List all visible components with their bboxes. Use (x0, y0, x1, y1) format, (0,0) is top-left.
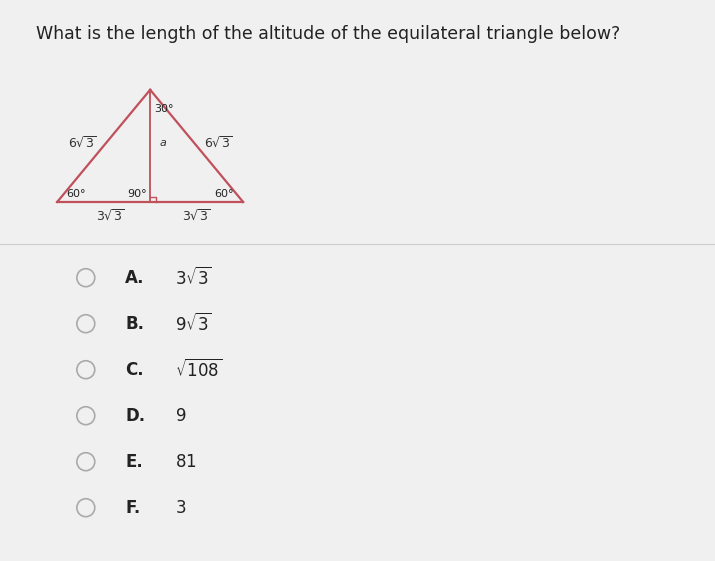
Text: $3\sqrt{3}$: $3\sqrt{3}$ (97, 208, 125, 224)
Text: 60°: 60° (214, 188, 234, 199)
Text: $3\sqrt{3}$: $3\sqrt{3}$ (182, 208, 211, 224)
Text: F.: F. (125, 499, 140, 517)
Text: What is the length of the altitude of the equilateral triangle below?: What is the length of the altitude of th… (36, 25, 620, 43)
Text: $3\sqrt{3}$: $3\sqrt{3}$ (175, 266, 212, 289)
Text: 30°: 30° (154, 104, 173, 114)
Text: B.: B. (125, 315, 144, 333)
Text: $9\sqrt{3}$: $9\sqrt{3}$ (175, 312, 212, 335)
Text: $6\sqrt{3}$: $6\sqrt{3}$ (204, 135, 232, 151)
Text: $3$: $3$ (175, 499, 187, 517)
Text: 60°: 60° (66, 188, 86, 199)
Text: 90°: 90° (127, 188, 147, 199)
Text: C.: C. (125, 361, 144, 379)
Text: $a$: $a$ (159, 138, 167, 148)
Text: A.: A. (125, 269, 144, 287)
Text: $\sqrt{108}$: $\sqrt{108}$ (175, 358, 222, 381)
Text: $9$: $9$ (175, 407, 187, 425)
Text: $81$: $81$ (175, 453, 197, 471)
Text: D.: D. (125, 407, 145, 425)
Text: E.: E. (125, 453, 143, 471)
Text: $6\sqrt{3}$: $6\sqrt{3}$ (68, 135, 97, 151)
